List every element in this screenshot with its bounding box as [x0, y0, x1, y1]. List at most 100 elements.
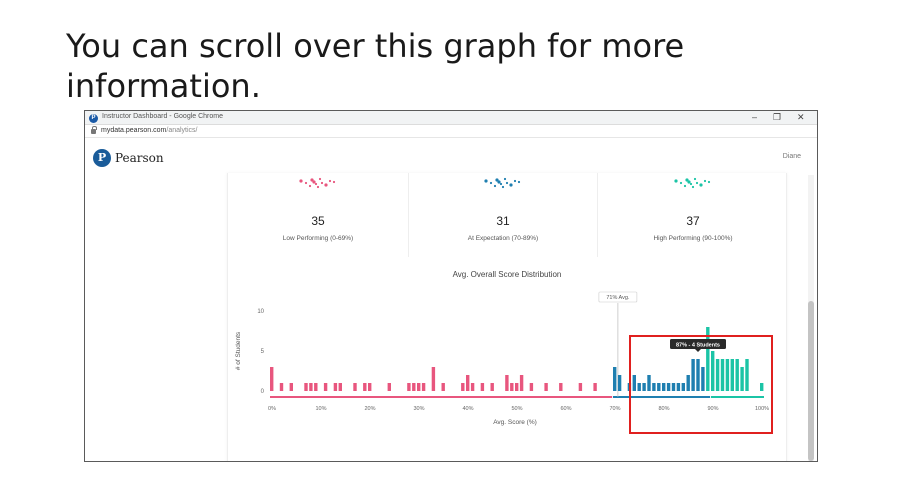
bar [696, 359, 700, 391]
scrollbar-thumb[interactable] [808, 301, 814, 461]
bar [720, 359, 725, 391]
bar [662, 383, 666, 391]
bar [647, 375, 651, 391]
bar [593, 383, 597, 391]
bar [333, 383, 338, 391]
bar [657, 383, 661, 391]
pearson-logo-icon[interactable]: P [93, 149, 111, 167]
stat-high-performing: 37 High Performing (90-100%) [598, 173, 788, 257]
bar [461, 383, 465, 391]
address-bar[interactable]: mydata.pearson.com/analytics/ [85, 125, 817, 138]
dots-icon [299, 177, 336, 189]
bar [544, 383, 548, 391]
stat-value: 31 [496, 214, 510, 228]
bar [745, 359, 749, 391]
close-icon[interactable]: ✕ [797, 112, 805, 122]
bar [490, 383, 494, 391]
user-name[interactable]: Diane [782, 153, 801, 160]
restore-icon[interactable]: ❐ [773, 112, 782, 122]
stat-label: At Expectation (70-89%) [467, 235, 539, 242]
y-tick-label: 5 [261, 349, 265, 355]
minimize-icon[interactable]: – [752, 112, 758, 122]
stat-value: 35 [311, 214, 325, 228]
browser-window: P Instructor Dashboard - Google Chrome –… [84, 110, 818, 462]
average-label: 71% Avg. [606, 295, 630, 301]
tooltip-label: 87% - 4 Students [676, 342, 720, 348]
dots-icon [484, 177, 521, 189]
x-tick-label: 50% [511, 406, 522, 412]
bar [466, 375, 470, 391]
score-distribution-chart[interactable]: 0 5 10 # of Students 71% Avg. 0% 10% 20% 30% 40% 5… [228, 291, 788, 462]
bar [730, 359, 734, 391]
bar [632, 375, 636, 391]
bar [431, 367, 436, 391]
y-axis-label: # of Students [235, 331, 242, 370]
bar [309, 383, 313, 391]
bar [441, 383, 445, 391]
bar [681, 383, 685, 391]
chart-title: Avg. Overall Score Distribution [452, 270, 562, 279]
bar [270, 367, 274, 391]
x-tick-label: 80% [658, 406, 669, 412]
bar [735, 359, 739, 391]
y-tick-label: 0 [261, 389, 265, 395]
bar [671, 383, 676, 391]
url-host: mydata.pearson.com [101, 127, 167, 134]
pearson-favicon-icon: P [89, 114, 98, 123]
bar [412, 383, 416, 391]
x-tick-label: 60% [560, 406, 571, 412]
analytics-card: 35 Low Performing (0-69%) 31 At Expectat… [227, 173, 788, 462]
x-tick-label: 100% [755, 406, 769, 412]
x-axis-label: Avg. Score (%) [493, 419, 537, 426]
stat-low-performing: 35 Low Performing (0-69%) [228, 173, 408, 257]
bar [686, 375, 690, 391]
bar [701, 367, 705, 391]
bar [578, 383, 583, 391]
bar [740, 367, 744, 391]
bar [353, 383, 357, 391]
bar [617, 375, 622, 391]
bar [279, 383, 284, 391]
url-path: /analytics/ [166, 127, 198, 134]
bar [652, 383, 656, 391]
stat-label: Low Performing (0-69%) [282, 235, 354, 242]
url-text[interactable]: mydata.pearson.com/analytics/ [101, 127, 198, 134]
x-tick-label: 0% [268, 406, 276, 412]
slide-title: You can scroll over this graph for more … [66, 27, 685, 105]
browser-titlebar: P Instructor Dashboard - Google Chrome –… [85, 111, 817, 125]
bar [417, 383, 421, 391]
bar [368, 383, 372, 391]
tooltip-box [670, 339, 726, 349]
bar [529, 383, 534, 391]
stat-value: 37 [686, 214, 700, 228]
x-tick-label: 20% [364, 406, 375, 412]
dots-icon [674, 177, 711, 189]
x-tick-label: 30% [413, 406, 424, 412]
bar [711, 351, 715, 391]
x-tick-label: 90% [707, 406, 718, 412]
bar [613, 367, 617, 391]
average-label-box [598, 291, 638, 303]
bar [725, 359, 730, 391]
lock-icon [91, 126, 97, 134]
bar [421, 383, 426, 391]
bar [715, 359, 720, 391]
bar [519, 375, 524, 391]
x-tick-label: 70% [609, 406, 620, 412]
bar [637, 383, 641, 391]
bar [363, 383, 367, 391]
bar [706, 327, 710, 391]
bar [666, 383, 671, 391]
brand-name[interactable]: Pearson [115, 151, 164, 165]
bar [387, 383, 391, 391]
stat-label: High Performing (90-100%) [653, 235, 733, 242]
bar [289, 383, 293, 391]
bar [760, 383, 764, 391]
highlight-box [629, 335, 773, 434]
stat-at-expectation: 31 At Expectation (70-89%) [408, 173, 598, 257]
bar [642, 383, 646, 391]
bar [338, 383, 342, 391]
bar [505, 375, 509, 391]
bar [510, 383, 514, 391]
bar [407, 383, 411, 391]
